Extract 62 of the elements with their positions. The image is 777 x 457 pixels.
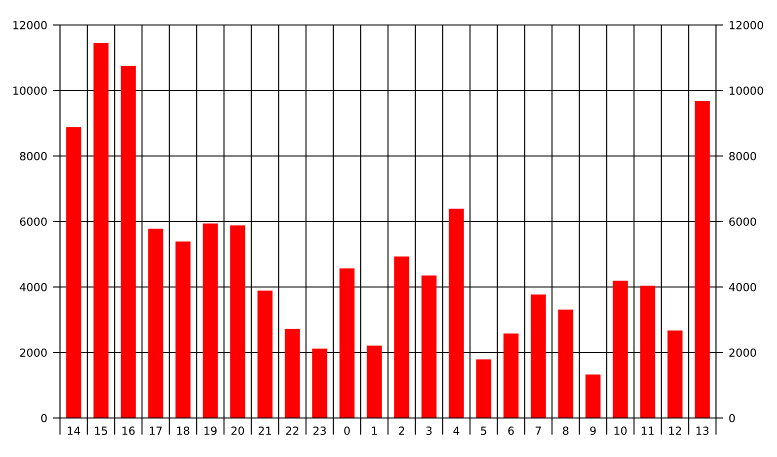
x-tick-label: 13 [696, 426, 709, 435]
x-tick-label: 16 [122, 426, 135, 435]
x-tick-label: 2 [398, 426, 404, 435]
bar [366, 346, 382, 418]
y-tick-label: 8000 [20, 152, 47, 160]
x-tick-label: 3 [426, 426, 432, 435]
y-tick-label: 4000 [20, 282, 47, 292]
bar [120, 66, 136, 418]
bar [339, 268, 355, 418]
y-tick-label: 12000 [13, 20, 47, 30]
x-tick-label: 1 [372, 426, 377, 435]
bar [585, 374, 601, 418]
x-tick-label: 17 [150, 426, 162, 435]
x-tick-label: 4 [453, 426, 460, 435]
x-tick-label: 21 [258, 426, 272, 435]
x-tick-label: 0 [344, 426, 350, 435]
bar [448, 208, 464, 418]
x-tick-label: 11 [642, 426, 654, 435]
bar [476, 359, 492, 418]
x-tick-label: 7 [536, 426, 541, 435]
x-tick-label: 8 [562, 426, 568, 435]
bar [284, 328, 300, 418]
x-tick-label: 6 [508, 426, 514, 435]
bar [503, 334, 519, 418]
x-tick-label: 23 [313, 426, 326, 435]
x-tick-label: 12 [669, 426, 681, 435]
y2-tick-label: 10000 [730, 86, 764, 95]
x-tick-label: 18 [177, 426, 190, 435]
y2-tick-label: 12000 [730, 20, 764, 30]
bar [394, 256, 410, 418]
bar [530, 294, 546, 418]
x-tick-label: 15 [95, 426, 108, 435]
y2-tick-label: 4000 [729, 282, 756, 292]
bar [694, 100, 710, 418]
y2-tick-label: 2000 [729, 348, 756, 357]
x-tick-label: 22 [286, 426, 298, 435]
bar [230, 225, 246, 418]
bar [312, 348, 328, 418]
bar [202, 223, 218, 418]
x-tick-label: 9 [590, 426, 596, 435]
bar [175, 241, 191, 418]
x-tick-label: 10 [614, 426, 627, 435]
y-tick-label: 2000 [20, 348, 47, 357]
y2-tick-label: 8000 [729, 152, 756, 160]
x-tick-label: 19 [204, 426, 217, 435]
y2-tick-label: 6000 [729, 217, 756, 226]
y-tick-label: 10000 [13, 86, 47, 95]
x-tick-label: 20 [231, 426, 244, 435]
y-tick-label: 6000 [20, 217, 47, 226]
bar [66, 127, 82, 418]
bar [558, 310, 574, 418]
bar [421, 276, 437, 418]
x-tick-label: 5 [480, 426, 486, 435]
y2-tick-label: 0 [729, 414, 735, 422]
bar [148, 228, 164, 418]
bar [667, 330, 683, 418]
bar [640, 286, 656, 418]
x-tick-label: 14 [68, 426, 80, 435]
bar [93, 43, 109, 418]
bar [612, 280, 628, 418]
bar [257, 290, 273, 418]
y-tick-label: 0 [41, 414, 47, 422]
